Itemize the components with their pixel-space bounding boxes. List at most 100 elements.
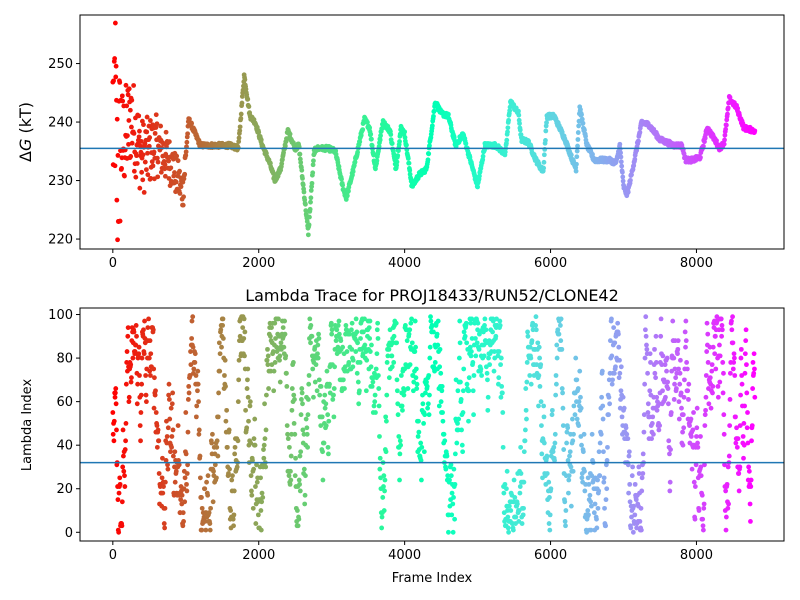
lambda-point <box>633 497 639 503</box>
lambda-point <box>523 407 529 413</box>
lambda-point <box>451 466 457 472</box>
lambda-point <box>459 427 464 433</box>
lambda-point <box>637 519 643 524</box>
lambda-point <box>743 327 749 333</box>
lambda-point <box>202 519 208 524</box>
delta-g-point <box>507 108 513 114</box>
lambda-point <box>245 366 251 372</box>
delta-g-point <box>573 168 579 174</box>
lambda-point <box>214 438 220 444</box>
lambda-point <box>373 410 378 415</box>
lambda-point <box>639 488 645 494</box>
lambda-point <box>634 525 640 531</box>
lambda-trace-title: Lambda Trace for PROJ18433/RUN52/CLONE42 <box>245 286 619 305</box>
lambda-point <box>398 442 404 448</box>
delta-g-point <box>505 129 510 135</box>
lambda-point <box>668 410 674 415</box>
lambda-point <box>463 320 469 326</box>
lambda-point <box>682 329 688 335</box>
lambda-point <box>122 484 128 489</box>
lambda-point <box>168 449 173 455</box>
delta-g-point <box>125 133 130 139</box>
lambda-point <box>427 344 433 350</box>
lambda-point <box>271 368 277 374</box>
delta-g-point <box>369 136 374 142</box>
delta-g-point <box>153 112 159 118</box>
lambda-point <box>423 390 428 396</box>
lambda-point <box>374 351 380 357</box>
lambda-point <box>278 340 284 346</box>
lambda-point <box>566 473 572 479</box>
lambda-point <box>703 407 708 413</box>
lambda-point <box>165 462 170 468</box>
lambda-point <box>718 316 724 322</box>
lambda-point <box>427 392 432 398</box>
lambda-point <box>413 366 419 372</box>
lambda-point <box>156 471 162 476</box>
lambda-point <box>383 414 389 420</box>
lambda-point <box>286 473 292 479</box>
lambda-point <box>288 453 294 459</box>
lambda-x-ticks: 0 2000 4000 6000 8000 <box>109 541 713 563</box>
lambda-point <box>285 436 291 442</box>
lambda-point <box>533 314 539 320</box>
lambda-point <box>228 508 234 513</box>
lambda-point <box>396 434 402 439</box>
delta-g-point <box>163 129 169 135</box>
lambda-point <box>656 427 662 433</box>
lambda-point <box>749 438 754 444</box>
lambda-point <box>739 381 745 387</box>
lambda-point <box>742 403 748 409</box>
lambda-point <box>240 325 246 330</box>
lambda-point <box>746 468 752 474</box>
delta-g-point <box>298 160 304 165</box>
delta-g-point <box>395 153 401 158</box>
lambda-point <box>370 379 376 385</box>
lambda-point <box>700 527 706 533</box>
lambda-point <box>119 499 125 505</box>
delta-g-point <box>178 184 184 190</box>
lambda-point <box>409 340 415 346</box>
lambda-point <box>122 447 128 452</box>
lambda-point <box>567 449 573 455</box>
lambda-point <box>344 349 350 354</box>
lambda-y-tick-label: 60 <box>56 395 73 410</box>
lambda-point <box>205 492 211 498</box>
delta-g-point <box>134 161 140 166</box>
lambda-point <box>610 377 615 383</box>
delta-g-point <box>125 92 131 98</box>
lambda-point <box>468 320 474 326</box>
lambda-point <box>407 327 413 333</box>
delta-g-point <box>180 202 186 208</box>
delta-g-point <box>378 133 383 139</box>
delta-g-point <box>637 129 643 135</box>
delta-g-point <box>141 122 146 128</box>
lambda-point <box>725 464 731 470</box>
lambda-point <box>615 320 621 326</box>
delta-g-point <box>145 150 150 156</box>
lambda-point <box>258 527 264 533</box>
lambda-point <box>183 451 189 457</box>
lambda-point <box>460 410 466 415</box>
lambda-point <box>123 421 129 426</box>
lambda-point <box>748 519 753 524</box>
lambda-point <box>269 325 274 330</box>
lambda-point <box>405 386 411 391</box>
lambda-point <box>626 490 632 496</box>
lambda-point <box>595 477 600 483</box>
lambda-point <box>729 318 734 324</box>
lambda-point <box>458 397 464 402</box>
lambda-point <box>707 344 713 350</box>
lambda-point <box>400 407 405 413</box>
lambda-point <box>418 458 424 463</box>
lambda-point <box>295 523 301 529</box>
lambda-point <box>554 355 560 361</box>
delta-g-point <box>153 125 159 130</box>
lambda-point <box>439 383 445 389</box>
delta-g-point <box>258 137 264 143</box>
delta-g-point <box>236 139 242 144</box>
lambda-point <box>437 346 443 352</box>
lambda-point <box>261 442 267 448</box>
lambda-point <box>452 516 458 522</box>
lambda-point <box>727 423 733 428</box>
